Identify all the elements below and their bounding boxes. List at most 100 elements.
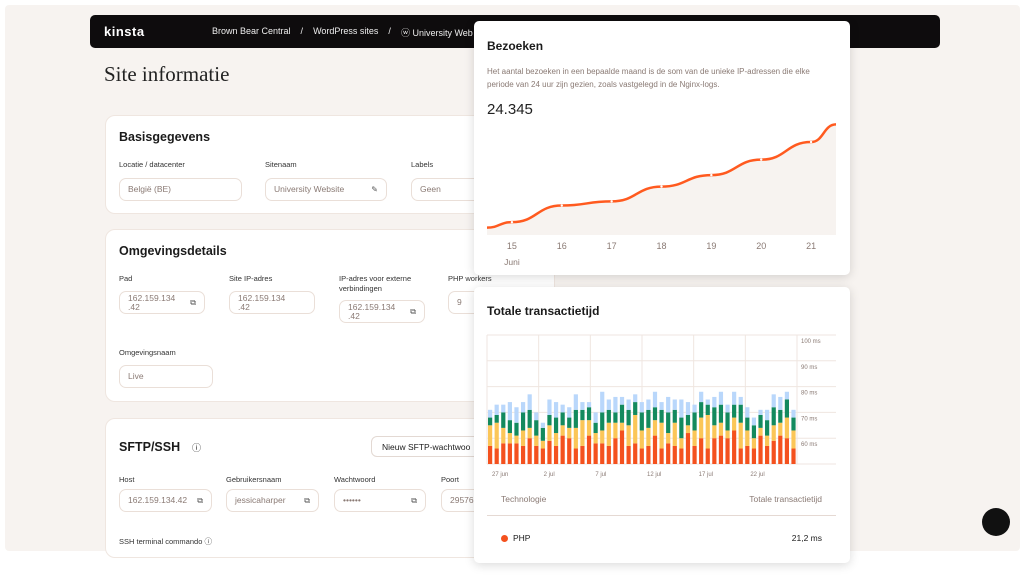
bar-segment — [765, 445, 770, 464]
bar-segment — [613, 396, 618, 413]
path-label: Pad — [119, 274, 133, 283]
bar-segment — [527, 438, 532, 464]
bar-segment — [699, 438, 704, 464]
path-value: 162.159.134 .42 — [128, 292, 176, 312]
bar-segment — [646, 399, 651, 410]
chat-button[interactable] — [982, 508, 1010, 536]
bar-segment — [527, 394, 532, 410]
bar-segment — [712, 396, 717, 408]
bar-segment — [488, 409, 493, 418]
kinsta-logo[interactable]: kinsta — [104, 24, 145, 39]
breadcrumb: Brown Bear Central / WordPress sites / ⓦ… — [212, 26, 473, 39]
breadcrumb-wordpress-sites[interactable]: WordPress sites — [313, 26, 379, 36]
bar-segment — [771, 394, 776, 408]
bar-segment — [646, 409, 651, 428]
bar-segment — [732, 404, 737, 418]
sitename-field[interactable]: University Website ✎ — [265, 178, 387, 201]
bar-segment — [659, 448, 664, 464]
bar-segment — [626, 425, 631, 446]
bar-segment — [507, 402, 512, 421]
bar-segment — [778, 409, 783, 423]
copy-icon[interactable]: ⧉ — [304, 496, 310, 505]
bar-segment — [765, 409, 770, 421]
external-ip-field[interactable]: 162.159.134 .42 ⧉ — [339, 300, 425, 323]
bar-segment — [705, 404, 710, 415]
bar-segment — [666, 433, 671, 444]
sitename-label: Sitenaam — [265, 160, 297, 169]
php-workers-label: PHP workers — [448, 274, 492, 283]
bar-segment — [613, 412, 618, 423]
bar-segment — [501, 404, 506, 413]
bar-segment — [501, 427, 506, 444]
path-field[interactable]: 162.159.134 .42 ⧉ — [119, 291, 205, 314]
bar-segment — [718, 391, 724, 405]
bar-segment — [685, 402, 691, 415]
ssh-command-text: SSH terminal commando — [119, 537, 203, 546]
bar-segment — [751, 425, 757, 439]
copy-icon[interactable]: ⧉ — [197, 496, 203, 505]
x-tick-label: 20 — [756, 241, 766, 251]
copy-icon[interactable]: ⧉ — [411, 496, 417, 505]
bar-segment — [705, 448, 710, 464]
bar-segment — [679, 438, 684, 449]
host-field[interactable]: 162.159.134.42 ⧉ — [119, 489, 212, 512]
labels-value: Geen — [420, 184, 441, 194]
bar-segment — [771, 440, 776, 464]
y-tick-label: 80 ms — [801, 391, 817, 397]
bar-segment — [778, 435, 783, 464]
bar-segment — [659, 402, 664, 410]
location-label: Locatie / datacenter — [119, 160, 185, 169]
help-icon[interactable]: ⓘ — [204, 537, 212, 546]
bar-segment — [514, 407, 519, 423]
bar-segment — [738, 404, 743, 423]
bar-segment — [705, 399, 710, 405]
bar-segment — [633, 402, 638, 415]
password-field[interactable]: •••••• ⧉ — [334, 489, 426, 512]
data-point — [760, 158, 763, 161]
breadcrumb-site-label: University Web — [412, 28, 473, 38]
bar-segment — [619, 404, 625, 423]
bar-segment — [639, 402, 644, 413]
envname-field[interactable]: Live — [119, 365, 213, 388]
breadcrumb-separator: / — [388, 26, 391, 36]
username-field[interactable]: jessicaharper ⧉ — [226, 489, 319, 512]
bar-segment — [738, 422, 743, 449]
labels-label: Labels — [411, 160, 434, 169]
transaction-time-popup: Totale transactietijd 100 ms 90 ms 80 ms 70… — [474, 287, 850, 563]
bar-segment — [606, 399, 611, 410]
bar-segment — [685, 433, 691, 464]
bar-segment — [659, 409, 664, 423]
pencil-icon[interactable]: ✎ — [371, 185, 378, 194]
php-color-dot — [501, 534, 508, 542]
bar-segment — [652, 407, 658, 421]
bar-segment — [712, 407, 717, 426]
bar-segment — [534, 420, 539, 436]
breadcrumb-company[interactable]: Brown Bear Central — [212, 26, 291, 36]
copy-icon[interactable]: ⧉ — [190, 298, 196, 307]
breadcrumb-site[interactable]: ⓦ University Web — [401, 26, 473, 39]
username-value: jessicaharper — [235, 495, 286, 505]
port-label: Poort — [441, 475, 459, 484]
new-sftp-password-button[interactable]: Nieuw SFTP-wachtwoo — [371, 436, 481, 457]
site-ip-field[interactable]: 162.159.134 .42 — [229, 291, 315, 314]
bar-segment — [573, 394, 578, 410]
help-icon[interactable]: ⓘ — [192, 443, 202, 453]
host-value: 162.159.134.42 — [128, 495, 188, 505]
bar-segment — [666, 396, 671, 413]
copy-icon[interactable]: ⧉ — [410, 307, 416, 316]
area-fill — [487, 124, 836, 235]
bar-segment — [718, 422, 724, 436]
data-point — [710, 173, 713, 177]
location-field[interactable]: België (BE) — [119, 178, 242, 201]
visits-description: Het aantal bezoeken in een bepaalde maan… — [487, 67, 810, 89]
x-tick-label: 12 jul — [647, 472, 661, 478]
bar-segment — [732, 391, 737, 405]
bar-segment — [606, 422, 611, 446]
bar-segment — [692, 445, 697, 464]
bar-segment — [501, 412, 506, 428]
column-header-time: Totale transactietijd — [749, 494, 822, 504]
bar-segment — [567, 417, 572, 428]
bar-segment — [725, 404, 730, 413]
bar-segment — [751, 438, 757, 449]
bar-segment — [784, 391, 790, 400]
